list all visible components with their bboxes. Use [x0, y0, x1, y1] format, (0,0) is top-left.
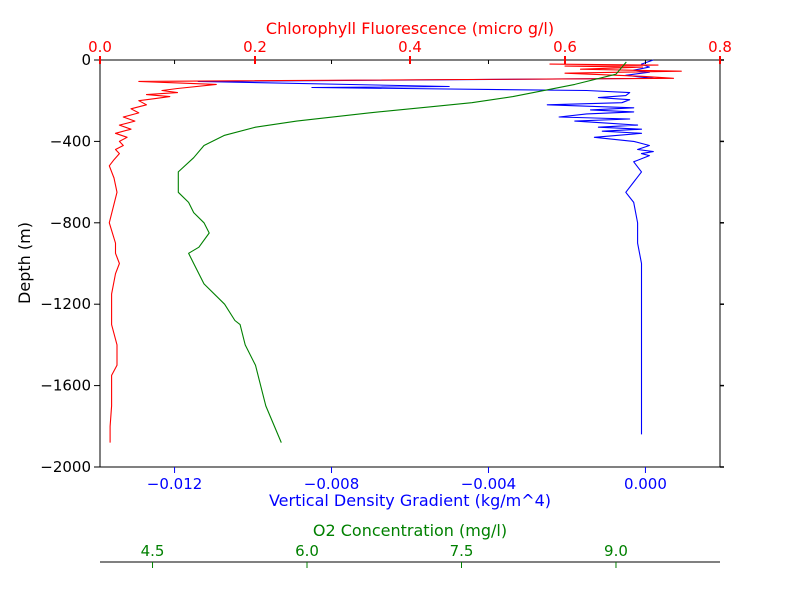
density-axis-title: Vertical Density Gradient (kg/m^4) [269, 491, 551, 510]
chlorophyll-tick-label: 0.6 [553, 38, 577, 56]
series-layer [108, 59, 682, 443]
depth-tick-label: −800 [50, 214, 91, 232]
oxygen-axis-title: O2 Concentration (mg/l) [313, 521, 507, 540]
chlorophyll-tick-label: 0.0 [88, 38, 112, 56]
density-tick-label: −0.012 [147, 475, 203, 493]
chlorophyll-tick-label: 0.4 [398, 38, 422, 56]
density-tick-label: −0.008 [304, 475, 360, 493]
oxygen-tick-label: 6.0 [295, 542, 319, 560]
oxygen-tick-label: 7.5 [450, 542, 474, 560]
depth-tick-label: −1200 [40, 295, 91, 313]
oxygen-tick-label: 9.0 [604, 542, 628, 560]
chlorophyll-axis-title: Chlorophyll Fluorescence (micro g/l) [266, 19, 554, 38]
chlorophyll-tick-label: 0.8 [708, 38, 732, 56]
depth-tick-label: −2000 [40, 458, 91, 476]
depth-tick-label: −400 [50, 132, 91, 150]
density-tick-label: −0.004 [461, 475, 517, 493]
depth-tick-label: 0 [81, 51, 91, 69]
depth-tick-label: −1600 [40, 377, 91, 395]
chlorophyll-tick-label: 0.2 [243, 38, 267, 56]
axes-layer: 0 −400 −800 −1200 −1600 −2000 −0.012 −0.008 −0.0… [40, 38, 732, 568]
density-tick-label: 0.000 [624, 475, 667, 493]
oxygen-profile-line [177, 61, 627, 443]
chlorophyll-profile-line [108, 63, 682, 443]
plot-frame [99, 59, 721, 468]
density-profile-line [197, 59, 654, 435]
depth-axis-title: Depth (m) [15, 222, 34, 304]
oxygen-tick-label: 4.5 [141, 542, 165, 560]
